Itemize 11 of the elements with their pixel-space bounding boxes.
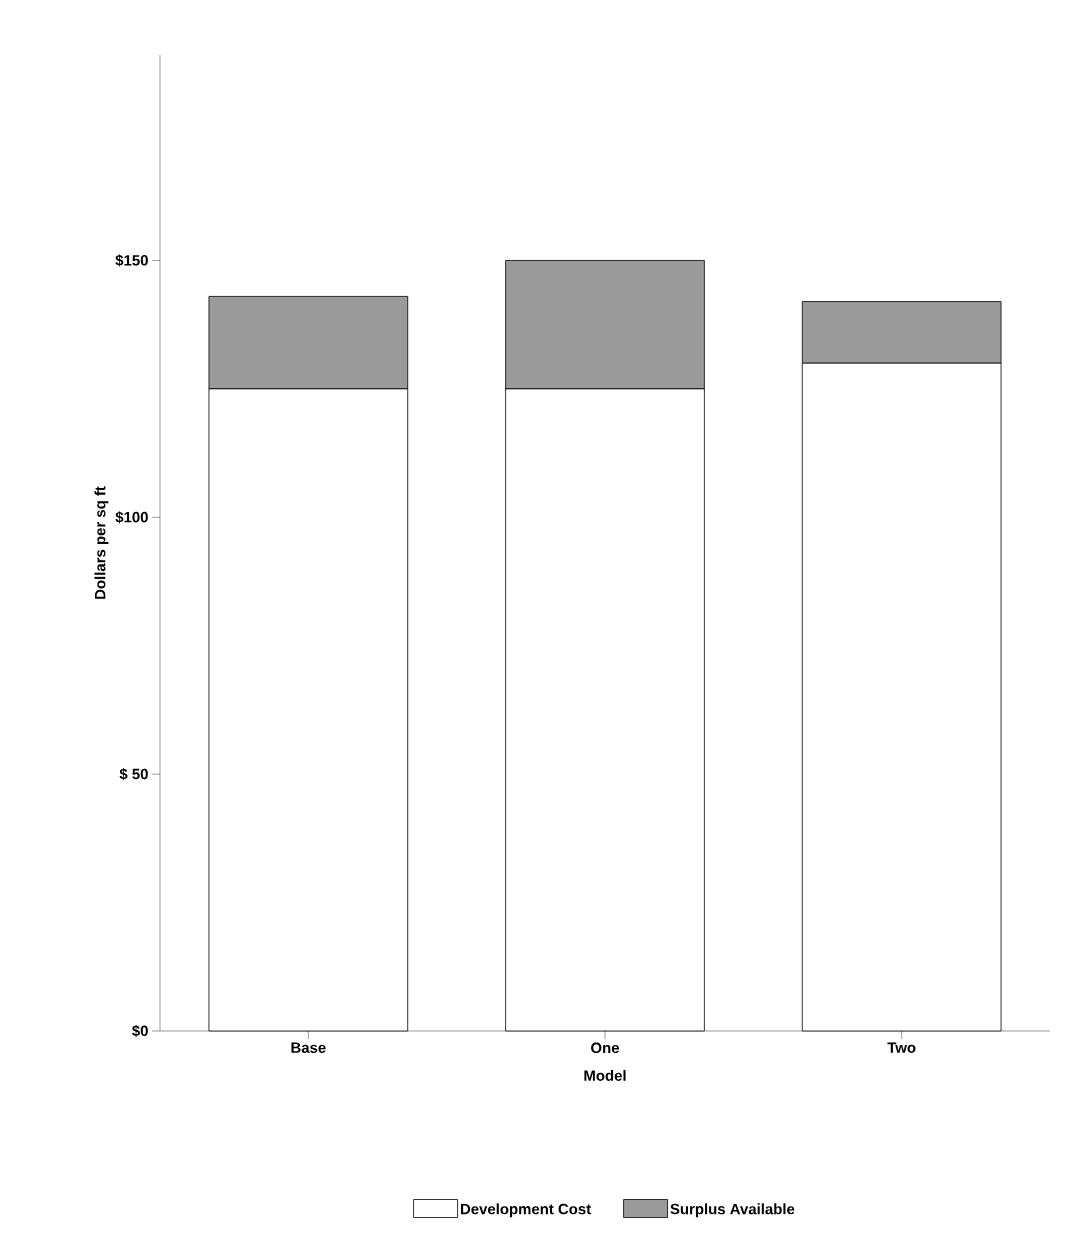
y-tick-label: $100 xyxy=(115,511,148,524)
x-tick-label: One xyxy=(591,1042,620,1054)
y-tick-label: $ 50 xyxy=(119,768,148,781)
x-tick-label: Two xyxy=(887,1042,916,1053)
x-tick-label: Base xyxy=(291,1042,326,1053)
x-axis-title: Model xyxy=(584,1069,626,1081)
legend-label: Development Cost xyxy=(460,1203,591,1218)
y-tick-label: $0 xyxy=(132,1024,148,1038)
y-axis-title: Dollars per sq ft xyxy=(94,486,109,599)
legend-label: Surplus Available xyxy=(670,1203,795,1218)
y-tick-label: $150 xyxy=(115,254,148,267)
